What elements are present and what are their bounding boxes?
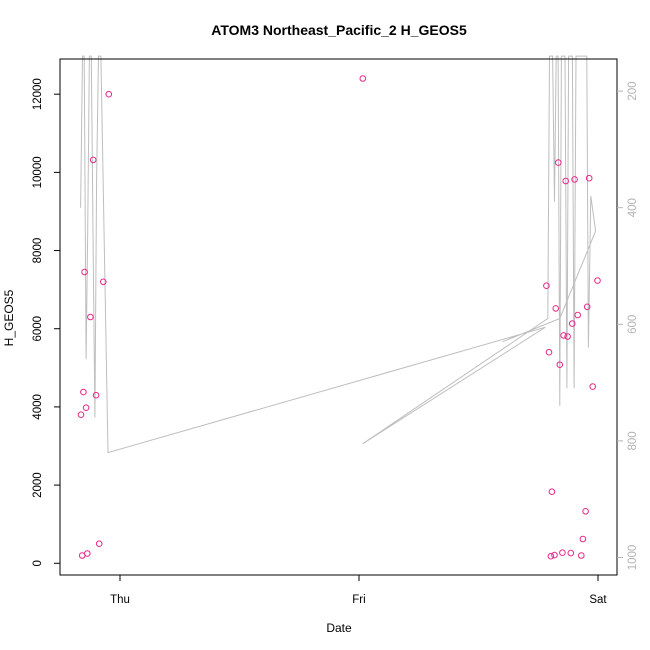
data-point <box>551 551 558 559</box>
y2-tick-label: 600 <box>627 315 639 334</box>
data-point <box>564 333 571 340</box>
y2-tick-label: 1000 <box>627 545 639 571</box>
x-tick-label: Thu <box>110 594 130 606</box>
data-point <box>80 388 87 396</box>
data-point <box>594 277 601 284</box>
plot-frame <box>59 58 618 576</box>
y-tick-label: 8000 <box>32 238 44 264</box>
data-point <box>82 404 90 412</box>
data-point <box>105 90 113 98</box>
data-point <box>543 282 550 290</box>
data-point <box>589 383 597 390</box>
point-series <box>77 75 601 560</box>
data-point <box>571 176 578 183</box>
y2-tick-label: 800 <box>627 431 639 450</box>
line-series <box>80 55 597 454</box>
data-point <box>100 278 107 286</box>
data-point <box>582 508 589 515</box>
data-point <box>84 550 91 557</box>
y-axis: 0 2000 4000 6000 8000 10000 12000 <box>32 78 60 566</box>
data-point <box>556 361 564 369</box>
data-point <box>559 549 566 557</box>
y-tick-label: 12000 <box>32 78 44 110</box>
y-tick-label: 4000 <box>32 394 44 420</box>
data-point <box>562 177 570 185</box>
data-point <box>359 75 367 82</box>
data-point <box>89 156 97 164</box>
data-point <box>574 311 582 319</box>
data-point <box>578 552 585 559</box>
x-axis: Thu Fri Sat <box>110 575 607 606</box>
data-point <box>547 552 555 560</box>
data-point <box>548 488 556 496</box>
y-tick-label: 6000 <box>32 316 44 342</box>
x-tick-label: Fri <box>352 594 365 606</box>
data-point <box>555 159 562 166</box>
y2-tick-label: 400 <box>627 198 639 217</box>
y-tick-label: 0 <box>32 560 44 566</box>
data-point <box>560 332 567 339</box>
data-point <box>567 549 575 557</box>
data-point <box>77 411 85 419</box>
line-path <box>80 55 597 454</box>
chart-title: ATOM3 Northeast_Pacific_2 H_GEOS5 <box>211 22 467 38</box>
data-point <box>568 320 576 327</box>
y-tick-label: 10000 <box>32 156 44 188</box>
y-axis-right: 200 400 600 800 1000 <box>617 81 639 570</box>
x-tick-label: Sat <box>589 594 607 606</box>
data-point <box>95 540 103 548</box>
data-point <box>92 391 100 399</box>
x-axis-label: Date <box>326 621 352 635</box>
data-point <box>87 313 94 321</box>
data-point <box>552 305 560 312</box>
data-point <box>583 303 591 311</box>
data-point <box>579 535 587 543</box>
y-axis-label: H_GEOS5 <box>2 289 16 346</box>
data-point <box>545 348 553 356</box>
data-point <box>81 268 88 276</box>
y2-tick-label: 200 <box>627 81 639 100</box>
data-point <box>585 174 593 182</box>
y-tick-label: 2000 <box>32 472 44 498</box>
